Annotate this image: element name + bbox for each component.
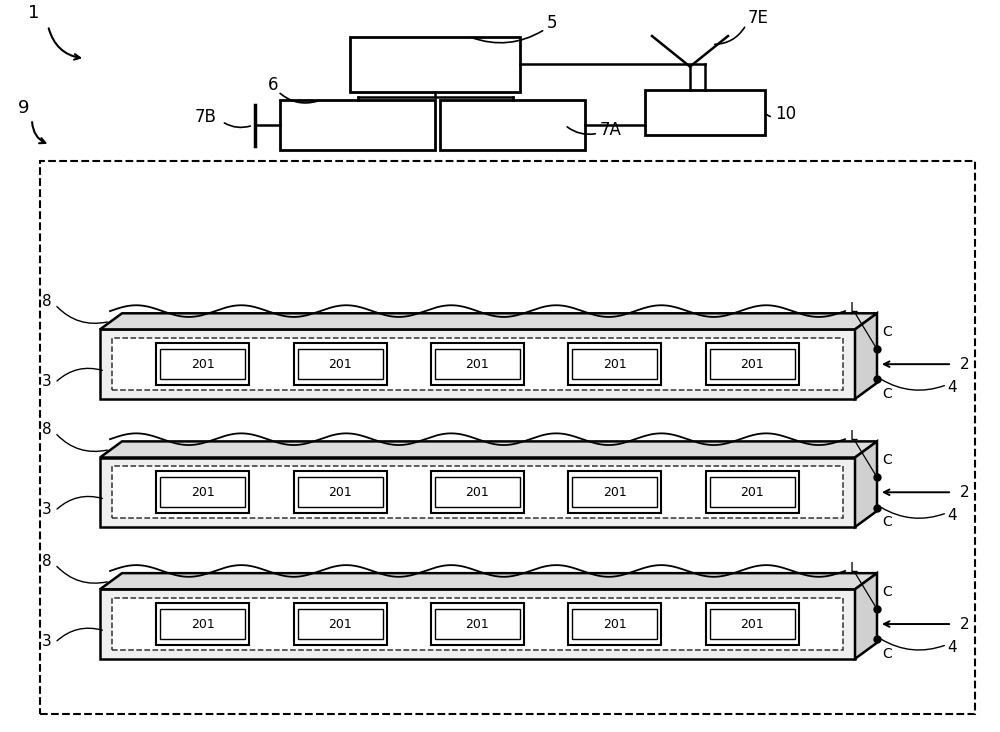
Text: L: L (850, 429, 858, 443)
Text: 201: 201 (191, 618, 215, 630)
Bar (350, 37, 520, 92)
Bar (294, 343, 387, 385)
Bar (280, 100, 435, 150)
Text: 201: 201 (603, 618, 627, 630)
Text: 9: 9 (18, 100, 30, 117)
Text: 201: 201 (191, 486, 215, 498)
Bar (298, 609, 383, 639)
Text: 7A: 7A (600, 122, 622, 139)
Text: 3: 3 (42, 634, 52, 649)
Polygon shape (855, 441, 877, 527)
Text: 201: 201 (466, 358, 489, 370)
Text: 201: 201 (328, 358, 352, 370)
Bar (160, 609, 245, 639)
Bar (568, 343, 661, 385)
Bar (294, 471, 387, 513)
Text: 201: 201 (466, 486, 489, 498)
Text: 10: 10 (775, 105, 796, 122)
Bar (568, 603, 661, 645)
Text: 201: 201 (328, 486, 352, 498)
Polygon shape (855, 313, 877, 399)
Polygon shape (100, 573, 877, 589)
Text: 4: 4 (947, 508, 957, 523)
Text: 4: 4 (947, 380, 957, 395)
Bar (440, 100, 585, 150)
Bar (435, 477, 520, 507)
Bar (706, 603, 799, 645)
Text: C: C (882, 453, 892, 467)
Text: 8: 8 (42, 554, 52, 569)
Text: L: L (850, 561, 858, 575)
Text: 7B: 7B (195, 108, 217, 125)
Text: 3: 3 (42, 502, 52, 517)
Text: 1: 1 (28, 4, 39, 22)
Text: 3: 3 (42, 374, 52, 389)
Bar (572, 477, 657, 507)
Text: 201: 201 (740, 618, 764, 630)
Text: 2: 2 (960, 485, 970, 500)
Bar (112, 466, 843, 518)
Text: 4: 4 (947, 640, 957, 655)
Text: C: C (882, 585, 892, 599)
Bar (100, 589, 855, 659)
Bar (645, 90, 765, 135)
Bar (572, 609, 657, 639)
Bar (568, 471, 661, 513)
Text: 5: 5 (547, 14, 558, 31)
Bar (435, 609, 520, 639)
Bar (710, 477, 795, 507)
Bar (112, 338, 843, 390)
Text: C: C (882, 386, 892, 400)
Bar (160, 349, 245, 379)
Bar (710, 349, 795, 379)
Polygon shape (100, 313, 877, 329)
Text: 2: 2 (960, 616, 970, 632)
Text: 201: 201 (740, 358, 764, 370)
Text: C: C (882, 325, 892, 339)
Bar (298, 477, 383, 507)
Bar (112, 598, 843, 650)
Polygon shape (100, 441, 877, 458)
Bar (298, 349, 383, 379)
Text: 201: 201 (740, 486, 764, 498)
Bar (156, 603, 249, 645)
Bar (710, 609, 795, 639)
Bar (294, 603, 387, 645)
Text: 7E: 7E (748, 10, 769, 27)
Text: 201: 201 (603, 358, 627, 370)
Text: C: C (882, 646, 892, 660)
Bar (706, 471, 799, 513)
Polygon shape (855, 573, 877, 659)
Bar (160, 477, 245, 507)
Text: L: L (850, 301, 858, 315)
Bar (156, 343, 249, 385)
Bar (100, 458, 855, 527)
Bar (431, 343, 524, 385)
Bar (431, 603, 524, 645)
Text: 6: 6 (268, 76, 278, 94)
Bar (572, 349, 657, 379)
Text: 8: 8 (42, 294, 52, 309)
Text: 201: 201 (328, 618, 352, 630)
Bar (706, 343, 799, 385)
Text: 8: 8 (42, 422, 52, 437)
Text: 201: 201 (191, 358, 215, 370)
Text: 201: 201 (603, 486, 627, 498)
Text: 201: 201 (466, 618, 489, 630)
Bar (100, 329, 855, 399)
Text: C: C (882, 515, 892, 529)
Bar (431, 471, 524, 513)
Bar (40, 161, 975, 714)
Bar (156, 471, 249, 513)
Text: 2: 2 (960, 356, 970, 372)
Bar (435, 349, 520, 379)
